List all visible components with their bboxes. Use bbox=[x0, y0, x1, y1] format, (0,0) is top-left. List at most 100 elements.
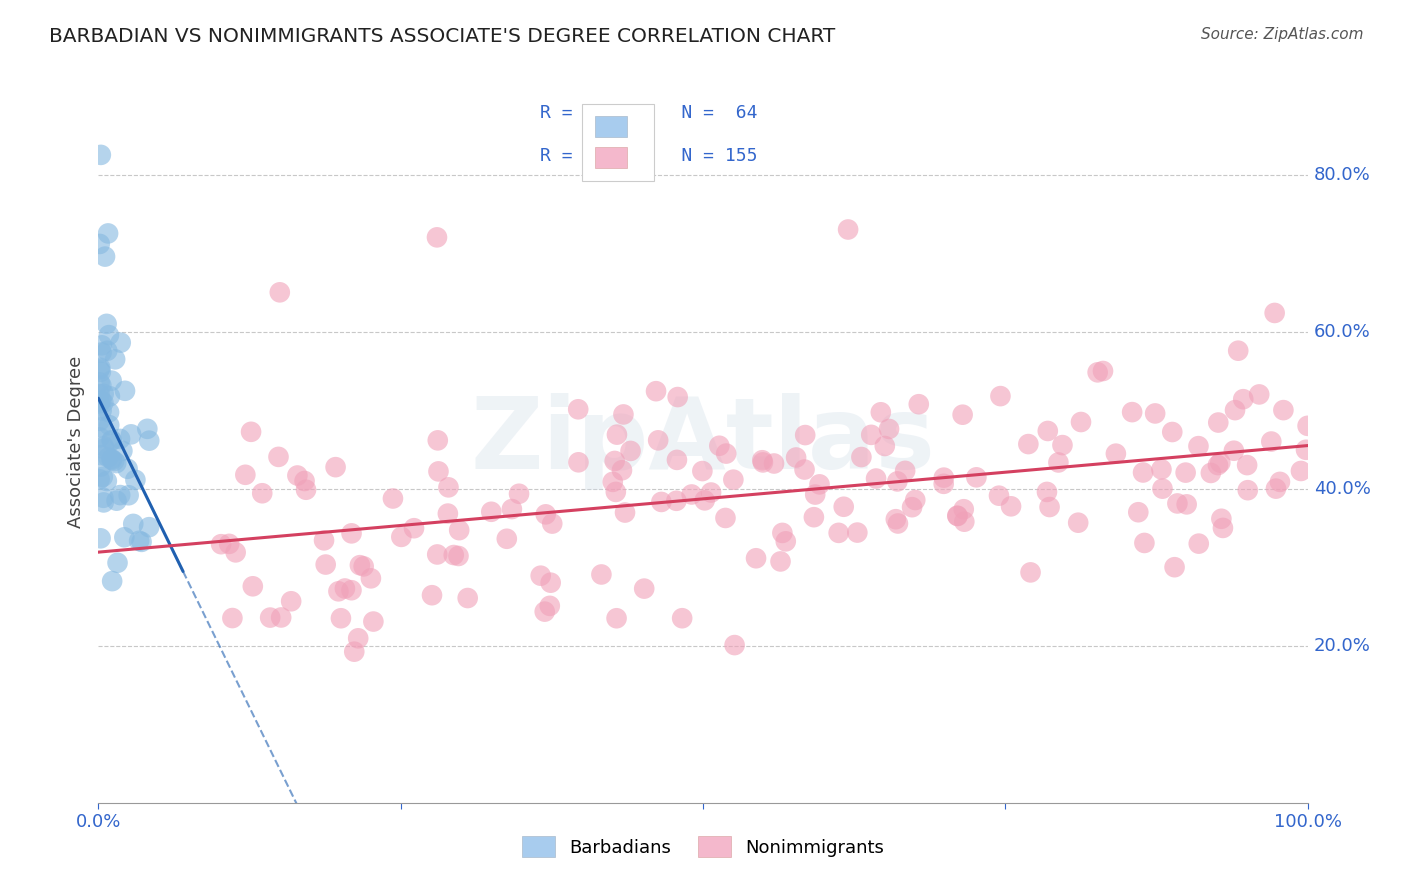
Point bbox=[508, 487, 530, 501]
Point bbox=[794, 428, 817, 442]
Point bbox=[96, 317, 118, 331]
Point bbox=[846, 525, 869, 540]
Point bbox=[93, 495, 115, 509]
Point bbox=[533, 605, 555, 619]
Text: 60.0%: 60.0% bbox=[1313, 323, 1371, 341]
Point bbox=[328, 584, 350, 599]
Point bbox=[242, 579, 264, 593]
Point bbox=[96, 343, 118, 358]
Point bbox=[1036, 484, 1059, 499]
Point bbox=[832, 500, 855, 514]
Point bbox=[270, 610, 292, 624]
Point bbox=[869, 405, 891, 419]
Point bbox=[89, 376, 111, 390]
Point bbox=[541, 516, 564, 531]
Point bbox=[865, 471, 887, 485]
Point bbox=[252, 486, 274, 500]
Point bbox=[793, 462, 815, 476]
Point bbox=[343, 645, 366, 659]
Point bbox=[1152, 482, 1174, 496]
Point bbox=[671, 611, 693, 625]
Point bbox=[785, 450, 807, 465]
Point bbox=[1121, 405, 1143, 419]
Point bbox=[932, 476, 955, 491]
Point bbox=[447, 549, 470, 563]
Point bbox=[136, 422, 159, 436]
Point bbox=[633, 582, 655, 596]
Point bbox=[1144, 406, 1167, 420]
Point bbox=[90, 531, 112, 545]
Text: 80.0%: 80.0% bbox=[1313, 166, 1371, 184]
Point bbox=[681, 487, 703, 501]
Point bbox=[389, 530, 412, 544]
Point bbox=[128, 533, 150, 548]
Point bbox=[107, 556, 129, 570]
Point bbox=[90, 393, 112, 408]
Point bbox=[90, 378, 112, 392]
Point bbox=[953, 515, 976, 529]
Text: 40.0%: 40.0% bbox=[1313, 480, 1371, 498]
Point bbox=[101, 574, 124, 588]
Point bbox=[89, 362, 111, 376]
Point bbox=[235, 467, 257, 482]
Point bbox=[479, 505, 502, 519]
Point bbox=[280, 594, 302, 608]
Point bbox=[93, 442, 115, 456]
Point bbox=[666, 390, 689, 404]
Point bbox=[665, 453, 688, 467]
Point bbox=[894, 464, 917, 478]
Point bbox=[530, 568, 553, 582]
Point bbox=[112, 530, 135, 544]
Point bbox=[110, 335, 132, 350]
Point bbox=[614, 506, 637, 520]
Point bbox=[1188, 536, 1211, 550]
Point bbox=[90, 148, 112, 162]
Point bbox=[93, 439, 115, 453]
Point bbox=[1223, 443, 1246, 458]
Point bbox=[1175, 497, 1198, 511]
Point bbox=[1206, 458, 1229, 472]
Point bbox=[769, 554, 792, 568]
Point bbox=[329, 611, 352, 625]
Legend: Barbadians, Nonimmigrants: Barbadians, Nonimmigrants bbox=[513, 827, 893, 866]
Point bbox=[402, 521, 425, 535]
Point bbox=[340, 526, 363, 541]
Point bbox=[1150, 462, 1173, 476]
Point bbox=[105, 493, 128, 508]
Point bbox=[108, 488, 131, 502]
Point bbox=[124, 473, 146, 487]
Point bbox=[353, 559, 375, 574]
Point bbox=[886, 475, 908, 489]
Point bbox=[907, 397, 929, 411]
Point bbox=[1091, 364, 1114, 378]
Point bbox=[946, 508, 969, 523]
Point bbox=[1128, 505, 1150, 519]
Point bbox=[1264, 306, 1286, 320]
Point bbox=[827, 525, 849, 540]
Point bbox=[884, 512, 907, 526]
Point bbox=[946, 508, 969, 523]
Point bbox=[606, 611, 628, 625]
Point bbox=[877, 422, 900, 436]
Point bbox=[650, 495, 672, 509]
Point bbox=[89, 236, 111, 251]
Point bbox=[287, 468, 309, 483]
Point bbox=[1133, 536, 1156, 550]
Point bbox=[117, 462, 139, 476]
Point bbox=[120, 427, 142, 442]
Point bbox=[770, 525, 793, 540]
Point bbox=[1295, 442, 1317, 457]
Point bbox=[449, 523, 471, 537]
Point bbox=[904, 493, 927, 508]
Point bbox=[1223, 403, 1246, 417]
Point bbox=[1067, 516, 1090, 530]
Point bbox=[96, 474, 118, 488]
Point bbox=[803, 510, 825, 524]
Point bbox=[426, 230, 449, 244]
Point bbox=[325, 460, 347, 475]
Point bbox=[426, 434, 449, 448]
Point bbox=[540, 575, 562, 590]
Point bbox=[901, 500, 924, 515]
Point bbox=[952, 408, 974, 422]
Point bbox=[457, 591, 479, 605]
